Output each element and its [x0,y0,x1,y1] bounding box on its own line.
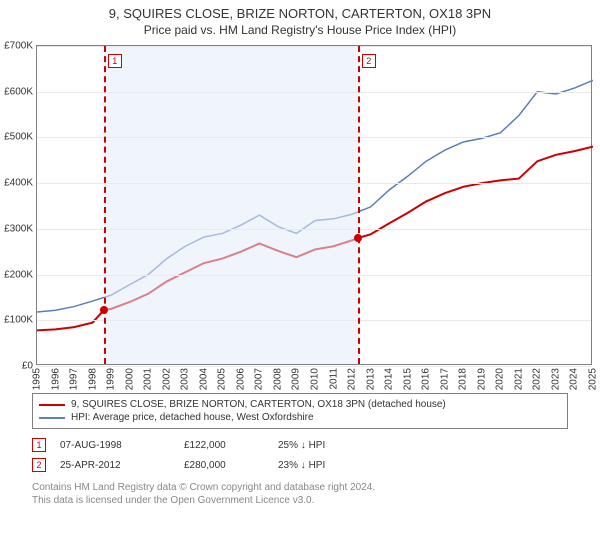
x-axis-label: 2016 [421,368,432,390]
event-marker-number: 2 [362,54,376,68]
event-date: 25-APR-2012 [60,460,170,471]
x-axis-label: 2000 [124,368,135,390]
y-axis-label: £500K [4,132,33,143]
legend-item: 9, SQUIRES CLOSE, BRIZE NORTON, CARTERTO… [39,398,561,411]
x-axis-label: 2002 [161,368,172,390]
event-marker-number: 1 [108,54,122,68]
event-price: £122,000 [184,440,264,451]
legend-swatch [39,404,65,406]
x-axis-label: 2005 [217,368,228,390]
x-axis-label: 2006 [235,368,246,390]
x-axis-label: 2013 [365,368,376,390]
x-axis-label: 2023 [550,368,561,390]
x-axis-label: 1995 [32,368,43,390]
y-axis-label: £600K [4,86,33,97]
event-marker-line [104,46,106,364]
y-axis-label: £700K [4,41,33,52]
y-axis-label: £400K [4,178,33,189]
x-axis-label: 2018 [458,368,469,390]
x-axis-label: 2015 [402,368,413,390]
x-axis-label: 2004 [198,368,209,390]
gridline [37,366,591,367]
x-axis-label: 2003 [180,368,191,390]
legend-item: HPI: Average price, detached house, West… [39,411,561,424]
y-axis-label: £300K [4,223,33,234]
x-axis-label: 2007 [254,368,265,390]
legend-label: HPI: Average price, detached house, West… [71,412,314,423]
page-title: 9, SQUIRES CLOSE, BRIZE NORTON, CARTERTO… [0,6,600,21]
x-axis-label: 2021 [513,368,524,390]
x-axis-label: 2010 [310,368,321,390]
x-axis-label: 2022 [532,368,543,390]
event-number: 1 [32,438,46,452]
plot-area: £0£100K£200K£300K£400K£500K£600K£700K199… [36,45,592,365]
y-axis-label: £100K [4,315,33,326]
page-subtitle: Price paid vs. HM Land Registry's House … [0,23,600,37]
footnote-line: Contains HM Land Registry data © Crown c… [32,481,568,494]
event-date: 07-AUG-1998 [60,440,170,451]
y-axis-label: £200K [4,269,33,280]
x-axis-label: 2001 [143,368,154,390]
legend: 9, SQUIRES CLOSE, BRIZE NORTON, CARTERTO… [32,393,568,429]
event-number: 2 [32,458,46,472]
footnote-line: This data is licensed under the Open Gov… [32,494,568,507]
x-axis-label: 2008 [272,368,283,390]
x-axis-label: 2014 [384,368,395,390]
x-axis-label: 2020 [495,368,506,390]
ownership-band [104,46,358,364]
event-marker-line [358,46,360,364]
x-axis-label: 2012 [347,368,358,390]
x-axis-label: 2009 [291,368,302,390]
x-axis-label: 1998 [87,368,98,390]
events-table: 1 07-AUG-1998 £122,000 25% ↓ HPI 2 25-APR-201… [32,435,568,475]
x-axis-label: 2024 [569,368,580,390]
x-axis-label: 2025 [588,368,599,390]
event-price: £280,000 [184,460,264,471]
legend-swatch [39,417,65,419]
footnote: Contains HM Land Registry data © Crown c… [32,481,568,507]
x-axis-label: 1999 [106,368,117,390]
x-axis-label: 1996 [50,368,61,390]
x-axis-label: 2011 [328,368,339,390]
legend-label: 9, SQUIRES CLOSE, BRIZE NORTON, CARTERTO… [71,399,446,410]
x-axis-label: 2019 [476,368,487,390]
event-diff: 25% ↓ HPI [278,440,388,451]
chart: £0£100K£200K£300K£400K£500K£600K£700K199… [36,45,596,385]
event-row: 1 07-AUG-1998 £122,000 25% ↓ HPI [32,435,568,455]
x-axis-label: 1997 [69,368,80,390]
x-axis-label: 2017 [439,368,450,390]
event-diff: 23% ↓ HPI [278,460,388,471]
event-row: 2 25-APR-2012 £280,000 23% ↓ HPI [32,455,568,475]
